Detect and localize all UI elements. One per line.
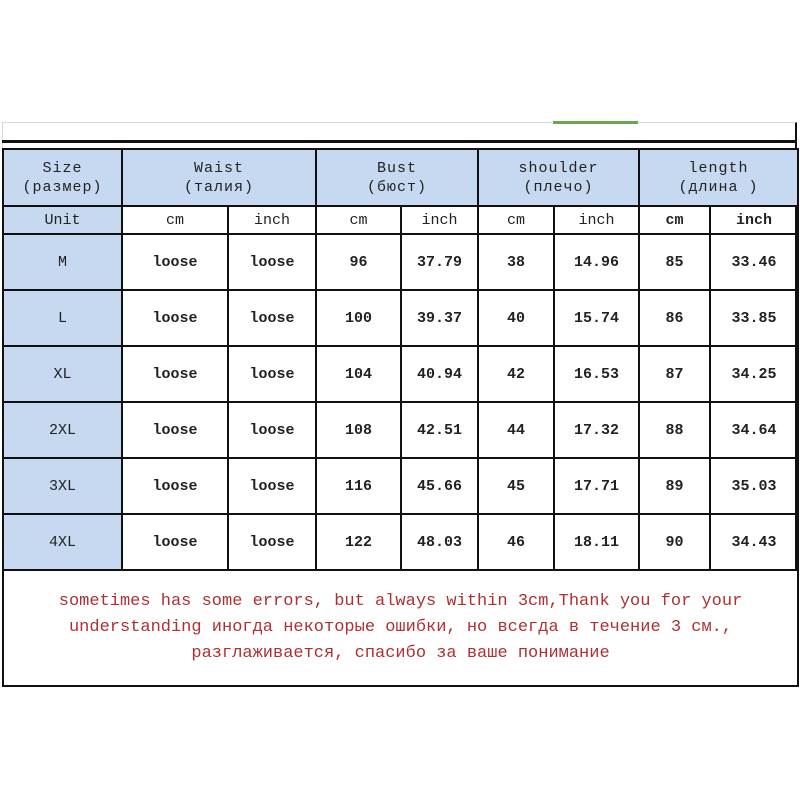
measurement-cell: 34.64: [709, 401, 800, 459]
measurement-cell: 46: [477, 513, 556, 571]
measurement-cell: 116: [315, 457, 403, 515]
measurement-cell: 33.85: [709, 289, 800, 347]
table-row: 2XL loose loose 108 42.51 44 17.32 88 34.64: [2, 401, 800, 459]
unit-cell: inch: [709, 205, 800, 235]
size-chart-table: Size (размер) Waist (талия) Bust (бюст) sho…: [1, 148, 800, 687]
measurement-cell: 45.66: [400, 457, 480, 515]
size-label: M: [2, 233, 123, 291]
unit-cell: cm: [638, 205, 712, 235]
measurement-cell: 18.11: [553, 513, 641, 571]
measurement-cell: 38: [477, 233, 556, 291]
disclaimer-note: sometimes has some errors, but always wi…: [1, 569, 800, 687]
header-en: Bust: [377, 159, 418, 177]
unit-cell: inch: [226, 205, 318, 235]
measurement-cell: 15.74: [553, 289, 641, 347]
table-row: XL loose loose 104 40.94 42 16.53 87 34.25: [2, 345, 800, 403]
measurement-cell: loose: [226, 289, 318, 347]
measurement-cell: 88: [638, 401, 712, 459]
unit-cell: cm: [477, 205, 556, 235]
measurement-cell: loose: [226, 513, 318, 571]
header-en: Waist: [194, 159, 245, 177]
measurement-cell: 87: [638, 345, 712, 403]
measurement-cell: 34.43: [709, 513, 800, 571]
measurement-cell: loose: [121, 457, 229, 515]
measurement-cell: loose: [121, 289, 229, 347]
header-row: Size (размер) Waist (талия) Bust (бюст) sho…: [2, 148, 800, 207]
measurement-cell: 96: [315, 233, 403, 291]
header-ru: (размер): [22, 178, 103, 196]
size-label: 2XL: [2, 401, 123, 459]
measurement-cell: loose: [121, 233, 229, 291]
header-length: length (длина ): [638, 148, 800, 207]
measurement-cell: 48.03: [400, 513, 480, 571]
header-en: Size: [42, 159, 83, 177]
header-ru: (плечо): [523, 178, 594, 196]
measurement-cell: 44: [477, 401, 556, 459]
measurement-cell: 86: [638, 289, 712, 347]
header-size: Size (размер): [2, 148, 123, 207]
measurement-cell: 16.53: [553, 345, 641, 403]
measurement-cell: 37.79: [400, 233, 480, 291]
size-label: 4XL: [2, 513, 123, 571]
header-en: length: [688, 159, 749, 177]
unit-cell: inch: [400, 205, 480, 235]
measurement-cell: 89: [638, 457, 712, 515]
size-label: L: [2, 289, 123, 347]
measurement-cell: 45: [477, 457, 556, 515]
measurement-cell: 35.03: [709, 457, 800, 515]
measurement-cell: loose: [121, 345, 229, 403]
measurement-cell: 108: [315, 401, 403, 459]
unit-label: Unit: [2, 205, 123, 235]
measurement-cell: loose: [226, 233, 318, 291]
measurement-cell: loose: [226, 457, 318, 515]
measurement-cell: loose: [121, 401, 229, 459]
header-bust: Bust (бюст): [315, 148, 480, 207]
measurement-cell: 14.96: [553, 233, 641, 291]
unit-cell: cm: [121, 205, 229, 235]
header-ru: (бюст): [367, 178, 428, 196]
measurement-cell: loose: [121, 513, 229, 571]
header-ru: (длина ): [678, 178, 759, 196]
unit-cell: inch: [553, 205, 641, 235]
unit-cell: cm: [315, 205, 403, 235]
measurement-cell: 40.94: [400, 345, 480, 403]
measurement-cell: 34.25: [709, 345, 800, 403]
header-en: shoulder: [518, 159, 599, 177]
top-rule: [2, 140, 797, 143]
note-row: sometimes has some errors, but always wi…: [1, 569, 800, 687]
header-waist: Waist (талия): [120, 148, 318, 207]
measurement-cell: loose: [226, 401, 318, 459]
measurement-cell: 39.37: [400, 289, 480, 347]
measurement-cell: loose: [226, 345, 318, 403]
unit-row: Unit cm inch cm inch cm inch cm inch: [2, 205, 800, 235]
measurement-cell: 90: [638, 513, 712, 571]
measurement-cell: 42.51: [400, 401, 480, 459]
measurement-cell: 100: [315, 289, 403, 347]
green-marker: [553, 121, 638, 124]
size-label: 3XL: [2, 457, 123, 515]
table-row: 4XL loose loose 122 48.03 46 18.11 90 34.43: [2, 513, 800, 571]
measurement-cell: 122: [315, 513, 403, 571]
size-label: XL: [2, 345, 123, 403]
header-shoulder: shoulder (плечо): [477, 148, 641, 207]
header-ru: (талия): [184, 178, 255, 196]
measurement-cell: 40: [477, 289, 556, 347]
table-row: 3XL loose loose 116 45.66 45 17.71 89 35.03: [2, 457, 800, 515]
measurement-cell: 104: [315, 345, 403, 403]
measurement-cell: 17.32: [553, 401, 641, 459]
measurement-cell: 17.71: [553, 457, 641, 515]
measurement-cell: 85: [638, 233, 712, 291]
measurement-cell: 33.46: [709, 233, 800, 291]
measurement-cell: 42: [477, 345, 556, 403]
